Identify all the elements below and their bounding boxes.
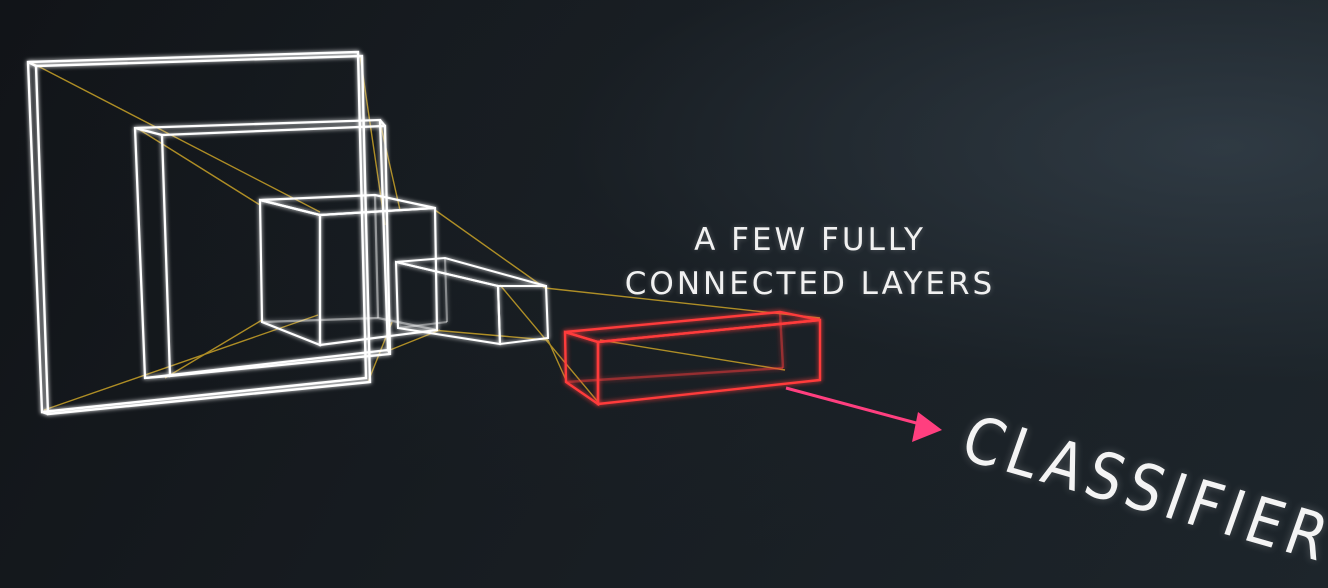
conv-layer-3 (258, 193, 439, 347)
conv-layer-2 (133, 118, 392, 380)
fully-connected-caption: A FEW FULLY CONNECTED LAYERS (560, 218, 1060, 306)
conv-layer-4 (394, 256, 550, 346)
caption-line-2: CONNECTED LAYERS (624, 266, 996, 302)
fully-connected-layer (563, 310, 822, 407)
classifier-arrow (785, 386, 942, 442)
conv-layer-1 (26, 50, 372, 416)
caption-line-1: A FEW FULLY (694, 222, 926, 258)
layer-connector-lines (29, 54, 821, 411)
